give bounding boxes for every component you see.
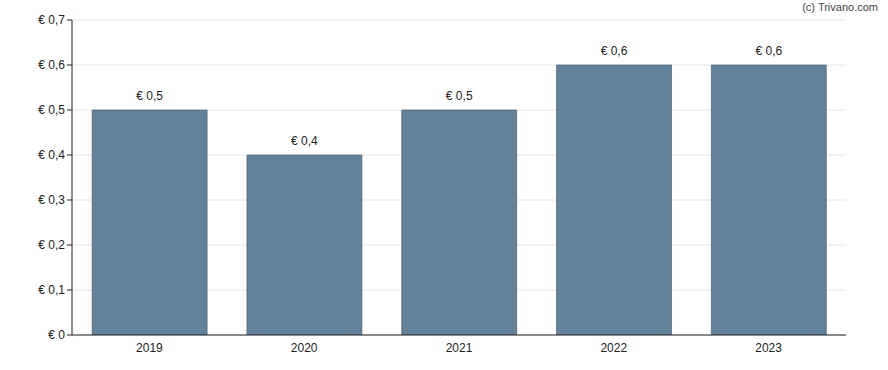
- svg-text:€ 0: € 0: [48, 328, 65, 342]
- svg-text:€ 0,7: € 0,7: [38, 13, 65, 27]
- html-text:(c) Trivano.com: (c) Trivano.com: [802, 1, 878, 13]
- svg-text:€ 0,4: € 0,4: [38, 148, 65, 162]
- svg-text:€ 0,2: € 0,2: [38, 238, 65, 252]
- svg-text:€ 0,5: € 0,5: [446, 89, 473, 103]
- svg-text:€ 0,4: € 0,4: [291, 134, 318, 148]
- svg-text:2020: 2020: [291, 341, 318, 355]
- svg-text:2019: 2019: [136, 341, 163, 355]
- svg-text:€ 0,3: € 0,3: [38, 193, 65, 207]
- svg-text:2022: 2022: [600, 341, 627, 355]
- svg-text:€ 0,5: € 0,5: [136, 89, 163, 103]
- svg-text:€ 0,6: € 0,6: [601, 44, 628, 58]
- svg-text:€ 0,6: € 0,6: [755, 44, 782, 58]
- svg-text:2021: 2021: [446, 341, 473, 355]
- svg-text:€ 0,5: € 0,5: [38, 103, 65, 117]
- svg-text:€ 0,6: € 0,6: [38, 58, 65, 72]
- svg-text:€ 0,1: € 0,1: [38, 283, 65, 297]
- svg-text:2023: 2023: [755, 341, 782, 355]
